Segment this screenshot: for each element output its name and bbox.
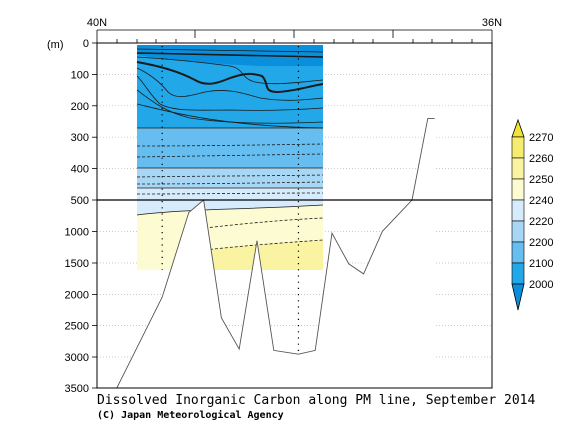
colorbar-segment <box>511 178 525 201</box>
colorbar <box>511 118 525 311</box>
credit-line: (C) Japan Meteorological Agency <box>97 409 284 421</box>
colorbar-segment <box>511 241 525 264</box>
plot-frame <box>96 42 493 389</box>
y-tick-200: 200 <box>71 101 89 113</box>
colorbar-top-arrow <box>511 118 525 138</box>
legend-tick-2240: 2240 <box>529 195 553 207</box>
colorbar-segment <box>511 136 525 159</box>
y-ticks <box>92 42 97 389</box>
y-tick-500: 500 <box>71 195 89 207</box>
legend-tick-2270: 2270 <box>529 132 553 144</box>
contour-lines <box>136 48 324 251</box>
colorbar-segment <box>511 220 525 243</box>
y-tick-300: 300 <box>71 132 89 144</box>
fill-2220 <box>137 168 323 188</box>
legend-tick-2000: 2000 <box>529 279 553 291</box>
y-tick-3500: 3500 <box>65 383 89 395</box>
y-tick-400: 400 <box>71 164 89 176</box>
y-tick-2000: 2000 <box>65 290 89 302</box>
x-label-right: 36N <box>482 17 502 29</box>
colorbar-segment <box>511 199 525 222</box>
y-tick-3000: 3000 <box>65 352 89 364</box>
y-tick-1000: 1000 <box>65 227 89 239</box>
fill-2240-lower <box>137 200 323 215</box>
y-tick-1500: 1500 <box>65 258 89 270</box>
legend-tick-2250: 2250 <box>529 174 553 186</box>
legend-tick-2260: 2260 <box>529 153 553 165</box>
fill-2200 <box>137 128 323 168</box>
colorbar-segment <box>511 157 525 180</box>
top-ticks <box>96 29 493 43</box>
y-unit-label: (m) <box>47 39 64 51</box>
chart-title: Dissolved Inorganic Carbon along PM line… <box>97 393 535 408</box>
legend-tick-2220: 2220 <box>529 216 553 228</box>
fill-2260-lower <box>205 240 323 270</box>
fill-2100c <box>137 66 323 128</box>
legend-tick-2100: 2100 <box>529 258 553 270</box>
y-tick-0: 0 <box>83 38 89 50</box>
fill-2240 <box>137 188 323 200</box>
y-tick-100: 100 <box>71 69 89 81</box>
colorbar-bottom-arrow <box>511 283 525 311</box>
bathymetry-line <box>116 117 435 388</box>
seafloor-mask <box>116 118 435 388</box>
y-tick-2500: 2500 <box>65 321 89 333</box>
colorbar-segment <box>511 262 525 285</box>
station-lines <box>161 46 300 353</box>
legend-tick-2200: 2200 <box>529 237 553 249</box>
x-label-left: 40N <box>87 17 107 29</box>
